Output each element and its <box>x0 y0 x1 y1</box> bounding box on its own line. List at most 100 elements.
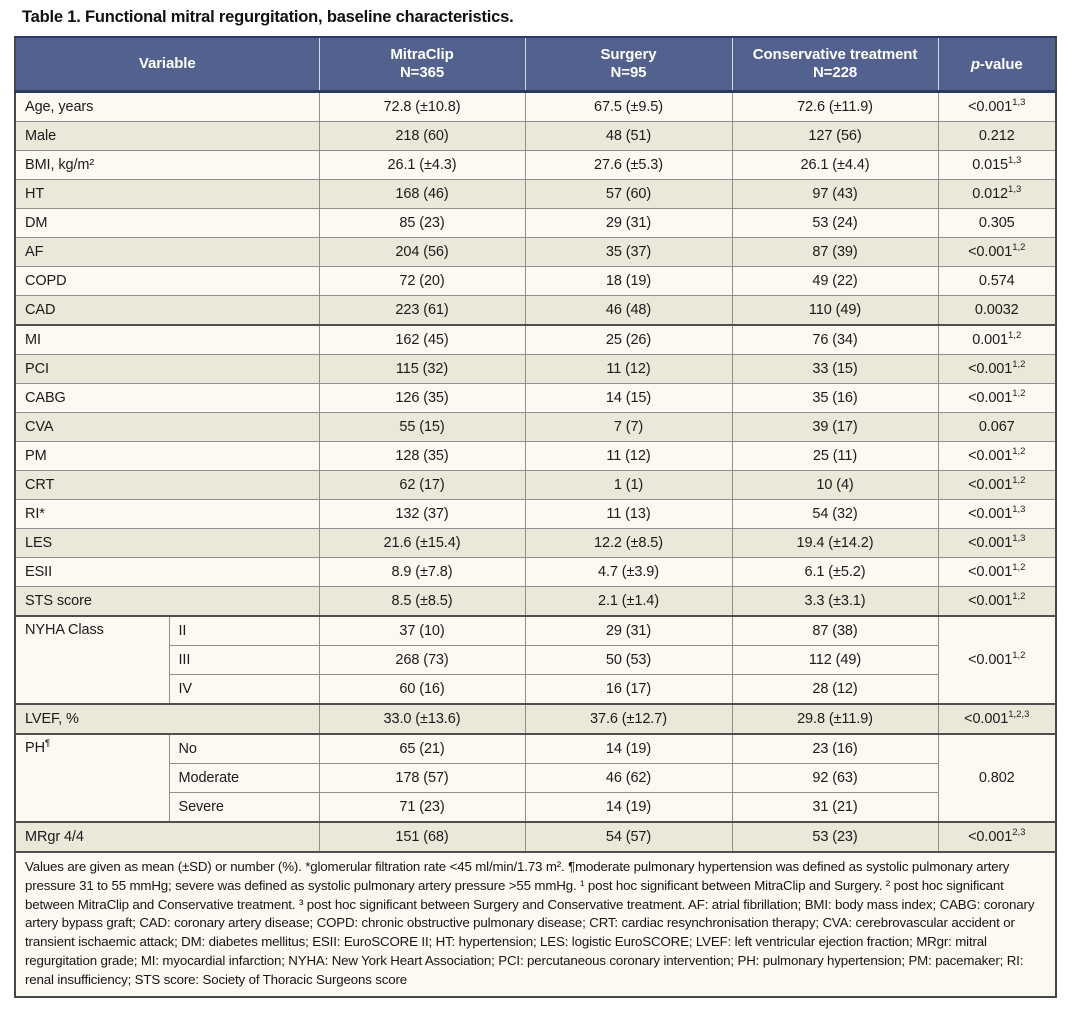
variable-label: Age, years <box>14 91 320 122</box>
table-row: CRT 62 (17) 1 (1) 10 (4) <0.0011,2 <box>14 470 1057 500</box>
header-conservative-n: N=228 <box>812 64 858 81</box>
value-cell: 8.9 (±7.8) <box>318 557 526 587</box>
p-value-cell: <0.0011,3 <box>937 91 1057 122</box>
table-row: PCI 115 (32) 11 (12) 33 (15) <0.0011,2 <box>14 354 1057 384</box>
p-value-cell: 0.0151,3 <box>937 150 1057 180</box>
variable-label: ESII <box>14 557 320 587</box>
value-cell: 268 (73) <box>318 645 526 675</box>
value-cell: 54 (57) <box>524 821 733 853</box>
variable-label: AF <box>14 237 320 267</box>
value-cell: 7 (7) <box>524 412 733 442</box>
value-cell: 35 (37) <box>524 237 733 267</box>
value-cell: 10 (4) <box>731 470 939 500</box>
header-conservative: Conservative treatment N=228 <box>731 36 939 93</box>
value-cell: 223 (61) <box>318 295 526 326</box>
variable-label: PCI <box>14 354 320 384</box>
value-cell: 29 (31) <box>524 208 733 238</box>
table-row: Moderate 178 (57) 46 (62) 92 (63) <box>15 763 1056 793</box>
variable-label: CRT <box>14 470 320 500</box>
value-cell: 6.1 (±5.2) <box>731 557 939 587</box>
value-cell: 92 (63) <box>731 763 939 793</box>
table-row: LES 21.6 (±15.4) 12.2 (±8.5) 19.4 (±14.2) <0… <box>14 528 1057 558</box>
header-surgery-name: Surgery <box>600 46 657 63</box>
table-row: MI 162 (45) 25 (26) 76 (34) 0.0011,2 <box>14 324 1057 355</box>
header-pvalue-p: p <box>970 55 980 73</box>
value-cell: 16 (17) <box>524 674 733 705</box>
value-cell: 21.6 (±15.4) <box>318 528 526 558</box>
value-cell: 8.5 (±8.5) <box>318 586 526 617</box>
table-row: Male 218 (60) 48 (51) 127 (56) 0.212 <box>14 121 1057 151</box>
header-variable-label: Variable <box>138 55 196 72</box>
variable-label: CVA <box>14 412 320 442</box>
p-value-cell: <0.0011,2 <box>937 441 1057 471</box>
table-row: CAD 223 (61) 46 (48) 110 (49) 0.0032 <box>14 295 1057 326</box>
value-cell: 29 (31) <box>524 615 733 646</box>
value-cell: 204 (56) <box>318 237 526 267</box>
value-cell: 72.8 (±10.8) <box>318 91 526 122</box>
header-mitraclip: MitraClip N=365 <box>318 36 526 93</box>
variable-label: BMI, kg/m² <box>14 150 320 180</box>
header-mitraclip-n: N=365 <box>399 64 445 81</box>
value-cell: 46 (48) <box>524 295 733 326</box>
value-cell: 14 (19) <box>524 792 733 823</box>
value-cell: 48 (51) <box>524 121 733 151</box>
subcategory-label: Moderate <box>168 763 320 793</box>
value-cell: 26.1 (±4.3) <box>318 150 526 180</box>
value-cell: 50 (53) <box>524 645 733 675</box>
value-cell: 72 (20) <box>318 266 526 296</box>
value-cell: 28 (12) <box>731 674 939 705</box>
p-value-cell: <0.0011,2 <box>937 557 1057 587</box>
value-cell: 178 (57) <box>318 763 526 793</box>
value-cell: 11 (13) <box>524 499 733 529</box>
value-cell: 115 (32) <box>318 354 526 384</box>
value-cell: 25 (11) <box>731 441 939 471</box>
subcategory-label: No <box>168 733 320 764</box>
value-cell: 4.7 (±3.9) <box>524 557 733 587</box>
value-cell: 19.4 (±14.2) <box>731 528 939 558</box>
table-row: MRgr 4/4 151 (68) 54 (57) 53 (23) <0.0012,3 <box>14 821 1057 853</box>
value-cell: 168 (46) <box>318 179 526 209</box>
variable-label: PM <box>14 441 320 471</box>
table-row: CABG 126 (35) 14 (15) 35 (16) <0.0011,2 <box>14 383 1057 413</box>
value-cell: 2.1 (±1.4) <box>524 586 733 617</box>
value-cell: 218 (60) <box>318 121 526 151</box>
table-row: DM 85 (23) 29 (31) 53 (24) 0.305 <box>14 208 1057 238</box>
value-cell: 85 (23) <box>318 208 526 238</box>
table-container: Variable MitraClip N=365 Surgery N=95 Co… <box>14 36 1057 998</box>
table-row: IV 60 (16) 16 (17) 28 (12) <box>15 674 1056 705</box>
value-cell: 37 (10) <box>318 615 526 646</box>
value-cell: 1 (1) <box>524 470 733 500</box>
value-cell: 49 (22) <box>731 266 939 296</box>
value-cell: 127 (56) <box>731 121 939 151</box>
p-value-cell: <0.0011,3 <box>937 528 1057 558</box>
value-cell: 97 (43) <box>731 179 939 209</box>
table-row: LVEF, % 33.0 (±13.6) 37.6 (±12.7) 29.8 (±11… <box>14 703 1057 735</box>
p-value-cell: <0.0011,2 <box>937 615 1057 705</box>
table-row: BMI, kg/m² 26.1 (±4.3) 27.6 (±5.3) 26.1 (±4… <box>14 150 1057 180</box>
table-row: Severe 71 (23) 14 (19) 31 (21) <box>15 792 1056 823</box>
value-cell: 37.6 (±12.7) <box>524 703 733 735</box>
variable-label: LES <box>14 528 320 558</box>
header-conservative-name: Conservative treatment <box>752 46 918 63</box>
variable-label: Male <box>14 121 320 151</box>
value-cell: 87 (38) <box>731 615 939 646</box>
variable-label: PH¶ <box>14 733 170 823</box>
table-row: STS score 8.5 (±8.5) 2.1 (±1.4) 3.3 (±3.1) <… <box>14 586 1057 617</box>
value-cell: 11 (12) <box>524 354 733 384</box>
p-value-cell: 0.802 <box>937 733 1057 823</box>
table-row: AF 204 (56) 35 (37) 87 (39) <0.0011,2 <box>14 237 1057 267</box>
p-value-cell: <0.0011,2,3 <box>937 703 1057 735</box>
value-cell: 27.6 (±5.3) <box>524 150 733 180</box>
variable-label: HT <box>14 179 320 209</box>
header-surgery: Surgery N=95 <box>524 36 733 93</box>
table-row: Age, years 72.8 (±10.8) 67.5 (±9.5) 72.6 (±… <box>14 91 1057 122</box>
table-footnote: Values are given as mean (±SD) or number… <box>14 851 1057 998</box>
table-row: III 268 (73) 50 (53) 112 (49) <box>15 645 1056 675</box>
value-cell: 29.8 (±11.9) <box>731 703 939 735</box>
value-cell: 55 (15) <box>318 412 526 442</box>
p-value-cell: 0.0121,3 <box>937 179 1057 209</box>
value-cell: 46 (62) <box>524 763 733 793</box>
table-body: Age, years 72.8 (±10.8) 67.5 (±9.5) 72.6 (±… <box>14 91 1057 853</box>
p-value-cell: <0.0011,2 <box>937 354 1057 384</box>
